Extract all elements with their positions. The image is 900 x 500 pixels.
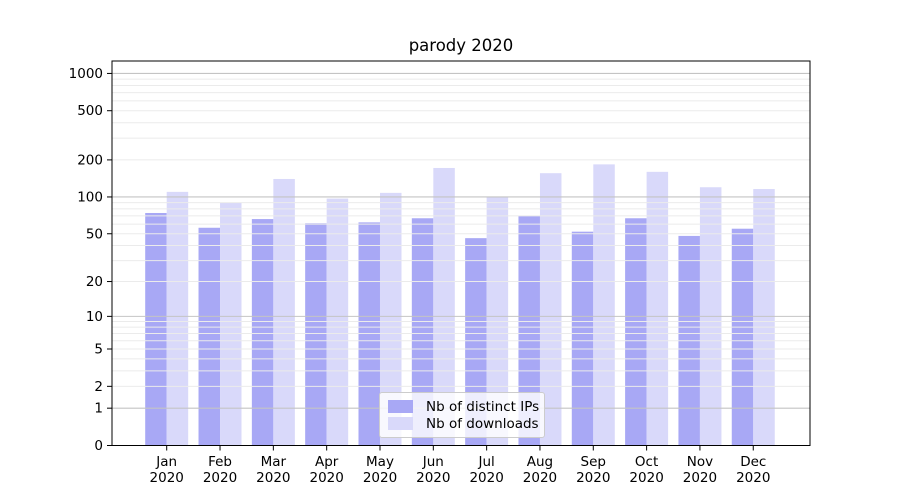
x-tick-label-year: 2020 xyxy=(576,470,610,486)
y-tick-label: 2 xyxy=(94,379,103,395)
y-tick-label: 500 xyxy=(77,103,103,119)
x-tick-label-year: 2020 xyxy=(150,470,184,486)
x-tick-label-month: Jul xyxy=(477,454,494,470)
x-tick-label-year: 2020 xyxy=(203,470,237,486)
x-tick-label-year: 2020 xyxy=(363,470,397,486)
x-tick-label-month: Feb xyxy=(208,454,232,470)
y-tick-label: 200 xyxy=(77,152,103,168)
y-tick-label: 1000 xyxy=(69,66,103,82)
bar-downloads-jun xyxy=(433,167,455,446)
chart-title: parody 2020 xyxy=(408,36,514,55)
x-tick-label-month: Apr xyxy=(315,454,339,470)
bar-distinct-ips-aug xyxy=(518,215,540,446)
bar-downloads-may xyxy=(379,192,402,446)
x-tick-label-year: 2020 xyxy=(523,470,557,486)
x-tick-label-year: 2020 xyxy=(416,470,450,486)
bar-distinct-ips-sep xyxy=(571,231,594,446)
bar-distinct-ips-jan xyxy=(145,212,167,446)
y-tick-label: 10 xyxy=(86,309,103,325)
bar-downloads-jan xyxy=(166,191,189,446)
x-tick-label-month: Dec xyxy=(740,454,766,470)
bar-distinct-ips-apr xyxy=(305,223,327,446)
y-tick-label: 20 xyxy=(86,274,103,290)
bar-downloads-oct xyxy=(646,171,669,446)
legend-swatch-distinct-ips xyxy=(388,400,413,413)
bar-downloads-mar xyxy=(273,178,295,446)
y-tick-label: 5 xyxy=(94,342,103,358)
legend-label-downloads: Nb of downloads xyxy=(426,415,539,432)
x-tick-label-month: Aug xyxy=(527,454,553,470)
legend-swatch-downloads xyxy=(388,417,413,430)
bar-downloads-feb xyxy=(220,202,242,446)
y-tick-label: 0 xyxy=(94,438,103,454)
bar-downloads-dec xyxy=(753,189,775,446)
y-tick-label: 1 xyxy=(94,401,103,417)
x-tick-label-year: 2020 xyxy=(256,470,290,486)
legend-label-distinct-ips: Nb of distinct IPs xyxy=(426,398,540,415)
legend-item-distinct-ips: Nb of distinct IPs xyxy=(388,398,540,415)
legend-item-downloads: Nb of downloads xyxy=(388,415,539,432)
x-tick-label-year: 2020 xyxy=(683,470,717,486)
x-tick-label-month: Nov xyxy=(687,454,713,470)
x-tick-label-year: 2020 xyxy=(469,470,503,486)
x-tick-label-year: 2020 xyxy=(309,470,343,486)
bar-downloads-sep xyxy=(593,164,615,446)
bar-distinct-ips-mar xyxy=(251,219,274,446)
legend: Nb of distinct IPs Nb of downloads xyxy=(379,392,545,438)
bar-distinct-ips-dec xyxy=(731,228,754,446)
y-tick-label: 50 xyxy=(86,226,103,242)
x-tick-label-month: Mar xyxy=(261,454,287,470)
x-tick-label-month: Jan xyxy=(155,454,177,470)
x-tick-label-month: May xyxy=(366,454,394,470)
bar-distinct-ips-jun xyxy=(411,218,434,446)
bar-distinct-ips-feb xyxy=(198,227,221,446)
x-tick-label-month: Jun xyxy=(422,454,444,470)
bar-downloads-aug xyxy=(539,173,562,446)
y-tick-label: 100 xyxy=(77,189,103,205)
bar-distinct-ips-oct xyxy=(625,218,647,446)
x-tick-label-year: 2020 xyxy=(736,470,770,486)
x-tick-label-month: Oct xyxy=(635,454,658,470)
x-tick-label-year: 2020 xyxy=(629,470,663,486)
x-tick-label-month: Sep xyxy=(581,454,606,470)
plot-border xyxy=(111,60,811,446)
